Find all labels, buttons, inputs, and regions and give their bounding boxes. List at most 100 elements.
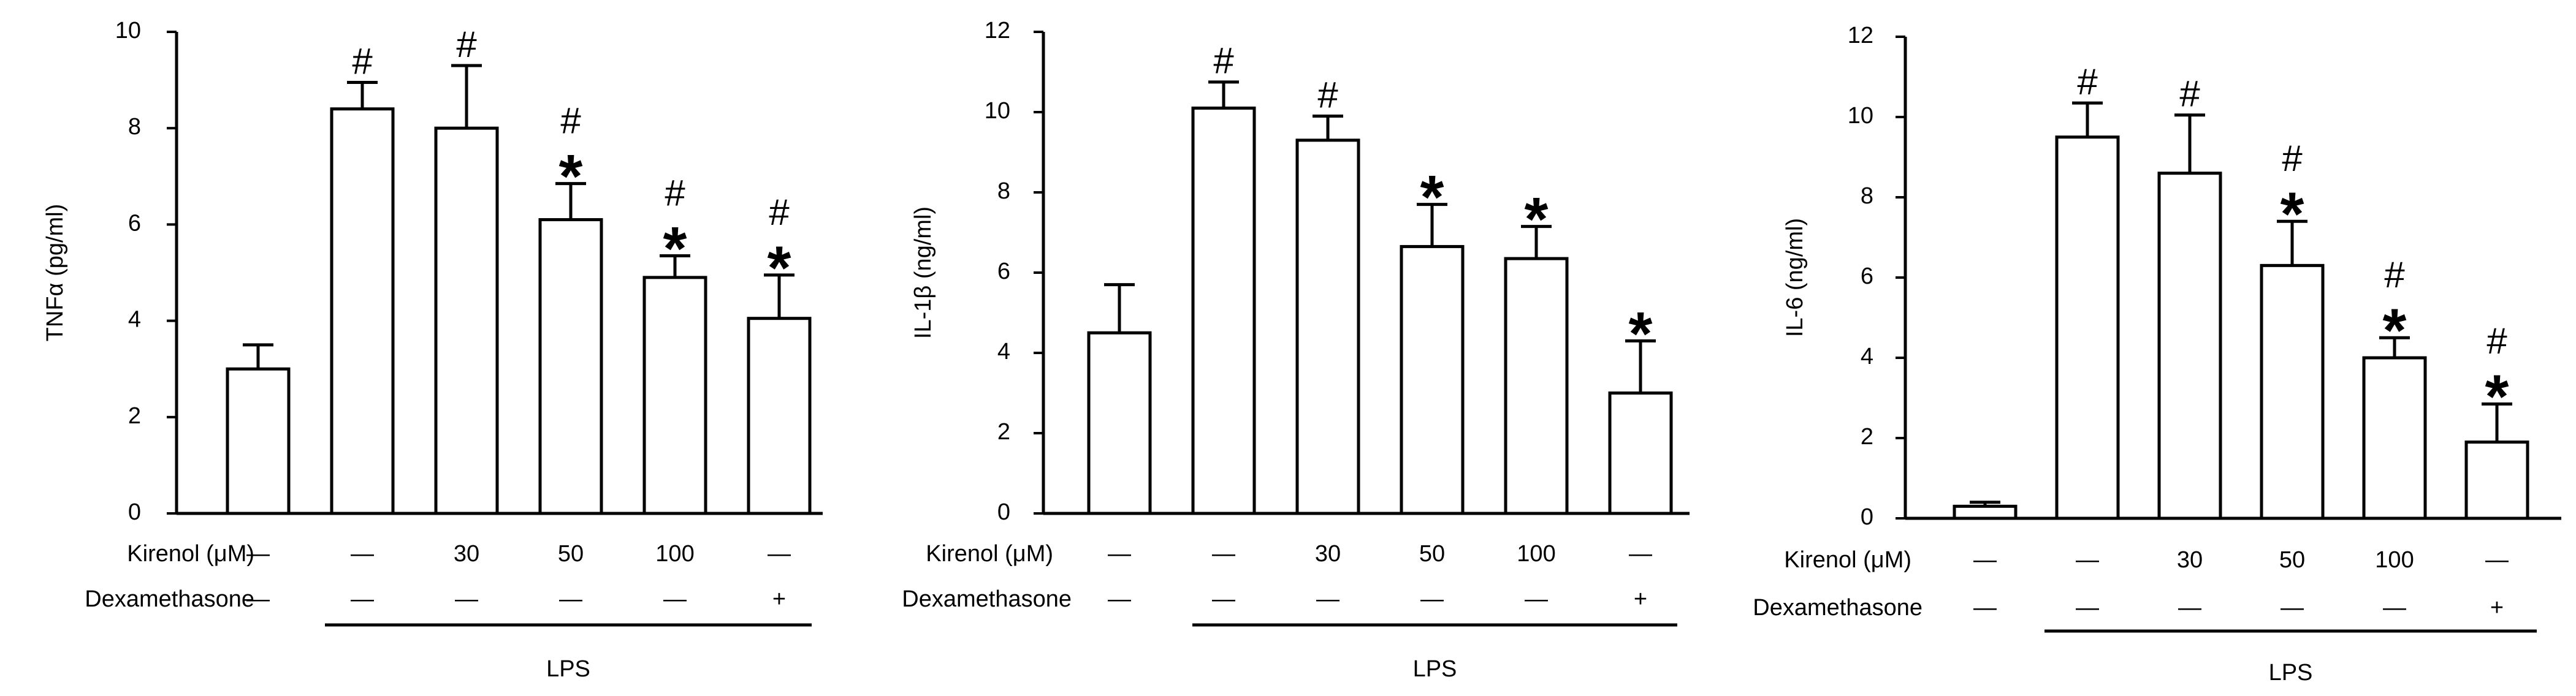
- bar: [747, 317, 812, 515]
- y-tick-label: 8: [997, 178, 1010, 204]
- dexamethasone-value: —: [246, 586, 270, 612]
- y-tick-label: 12: [985, 18, 1010, 44]
- kirenol-value: —: [1629, 541, 1652, 567]
- dexamethasone-value: —: [2383, 595, 2406, 621]
- kirenol-value: 100: [1517, 541, 1555, 567]
- dexamethasone-value: —: [1525, 586, 1548, 612]
- significance-hash: #: [352, 40, 373, 81]
- significance-hash: #: [1213, 40, 1234, 81]
- kirenol-value: 30: [2177, 547, 2203, 573]
- significance-hash: #: [2077, 61, 2098, 102]
- dexamethasone-value: +: [772, 586, 786, 612]
- y-tick-label: 2: [1861, 424, 1873, 450]
- kirenol-value: 30: [454, 541, 479, 567]
- lps-label: LPS: [1413, 656, 1457, 682]
- significance-star: *: [2281, 180, 2304, 249]
- y-tick-label: 8: [128, 114, 141, 140]
- significance-hash: #: [2282, 138, 2303, 179]
- significance-hash: #: [1317, 74, 1338, 115]
- significance-star: *: [663, 214, 687, 283]
- significance-star: *: [1525, 185, 1549, 254]
- significance-star: *: [2383, 297, 2407, 365]
- lps-label: LPS: [2269, 660, 2313, 686]
- dexamethasone-value: —: [455, 586, 478, 612]
- lps-label: LPS: [546, 656, 590, 682]
- kirenol-value: —: [1108, 541, 1131, 567]
- dexamethasone-value: —: [351, 586, 374, 612]
- significance-hash: #: [2384, 254, 2405, 295]
- y-axis-title: IL-1β (ng/ml): [910, 206, 936, 339]
- bar: [226, 367, 291, 515]
- kirenol-value: —: [2076, 547, 2099, 573]
- kirenol-value: 50: [1419, 541, 1445, 567]
- y-tick-label: 6: [997, 259, 1010, 284]
- dexamethasone-value: +: [1634, 586, 1647, 612]
- bar: [1504, 257, 1569, 515]
- significance-hash: #: [456, 24, 477, 65]
- y-tick-label: 4: [1861, 344, 1873, 369]
- dexamethasone-value: —: [1108, 586, 1131, 612]
- dexamethasone-value: —: [1316, 586, 1339, 612]
- significance-hash: #: [560, 100, 581, 141]
- bar: [2055, 135, 2120, 520]
- kirenol-value: 100: [2375, 547, 2414, 573]
- y-axis-title: TNFα (pg/ml): [42, 204, 68, 342]
- significance-star: *: [1420, 163, 1444, 232]
- kirenol-value: 100: [655, 541, 694, 567]
- bar: [2157, 172, 2222, 520]
- y-tick-label: 0: [1861, 504, 1873, 530]
- y-tick-label: 12: [1848, 23, 1873, 48]
- dexamethasone-value: —: [2281, 595, 2304, 621]
- significance-star: *: [768, 233, 791, 302]
- bar: [2464, 441, 2529, 520]
- y-tick-label: 6: [1861, 263, 1873, 289]
- bar: [538, 218, 603, 515]
- dexamethasone-value: —: [1973, 595, 1997, 621]
- kirenol-label: Kirenol (μM): [1784, 547, 1911, 573]
- y-tick-label: 4: [128, 307, 141, 333]
- bar: [434, 126, 499, 515]
- dexamethasone-value: —: [1420, 586, 1444, 612]
- significance-hash: #: [2179, 74, 2200, 115]
- dexamethasone-label: Dexamethasone: [85, 586, 254, 612]
- y-tick-label: 10: [115, 18, 141, 44]
- dexamethasone-value: —: [663, 586, 687, 612]
- significance-hash: #: [665, 172, 685, 213]
- significance-star: *: [1629, 300, 1653, 368]
- dexamethasone-label: Dexamethasone: [902, 586, 1072, 612]
- y-tick-label: 0: [997, 499, 1010, 525]
- significance-hash: #: [769, 192, 790, 233]
- bar: [1608, 392, 1673, 515]
- dexamethasone-value: —: [2178, 595, 2201, 621]
- bar: [642, 276, 707, 515]
- kirenol-label: Kirenol (μM): [926, 541, 1053, 567]
- kirenol-value: —: [246, 541, 270, 567]
- y-tick-label: 2: [128, 403, 141, 429]
- bar: [2362, 356, 2427, 520]
- kirenol-label: Kirenol (μM): [127, 541, 254, 567]
- kirenol-value: —: [2485, 547, 2509, 573]
- bar: [1191, 106, 1256, 515]
- dexamethasone-label: Dexamethasone: [1753, 595, 1922, 621]
- y-tick-label: 2: [997, 419, 1010, 445]
- y-tick-label: 8: [1861, 183, 1873, 209]
- bar: [1087, 331, 1152, 515]
- bar: [1400, 244, 1465, 515]
- kirenol-value: —: [768, 541, 791, 567]
- dexamethasone-value: —: [2076, 595, 2099, 621]
- kirenol-value: —: [1212, 541, 1235, 567]
- kirenol-value: 50: [2279, 547, 2305, 573]
- y-tick-label: 4: [997, 339, 1010, 365]
- y-tick-label: 10: [985, 98, 1010, 124]
- y-tick-label: 6: [128, 210, 141, 236]
- bar: [1953, 504, 2018, 520]
- y-tick-label: 10: [1848, 103, 1873, 129]
- kirenol-value: —: [351, 541, 374, 567]
- kirenol-value: 50: [558, 541, 584, 567]
- dexamethasone-value: —: [559, 586, 582, 612]
- bar: [2260, 263, 2325, 520]
- significance-star: *: [2485, 363, 2509, 431]
- y-axis-title: IL-6 (ng/ml): [1782, 218, 1808, 337]
- y-tick-label: 0: [128, 499, 141, 525]
